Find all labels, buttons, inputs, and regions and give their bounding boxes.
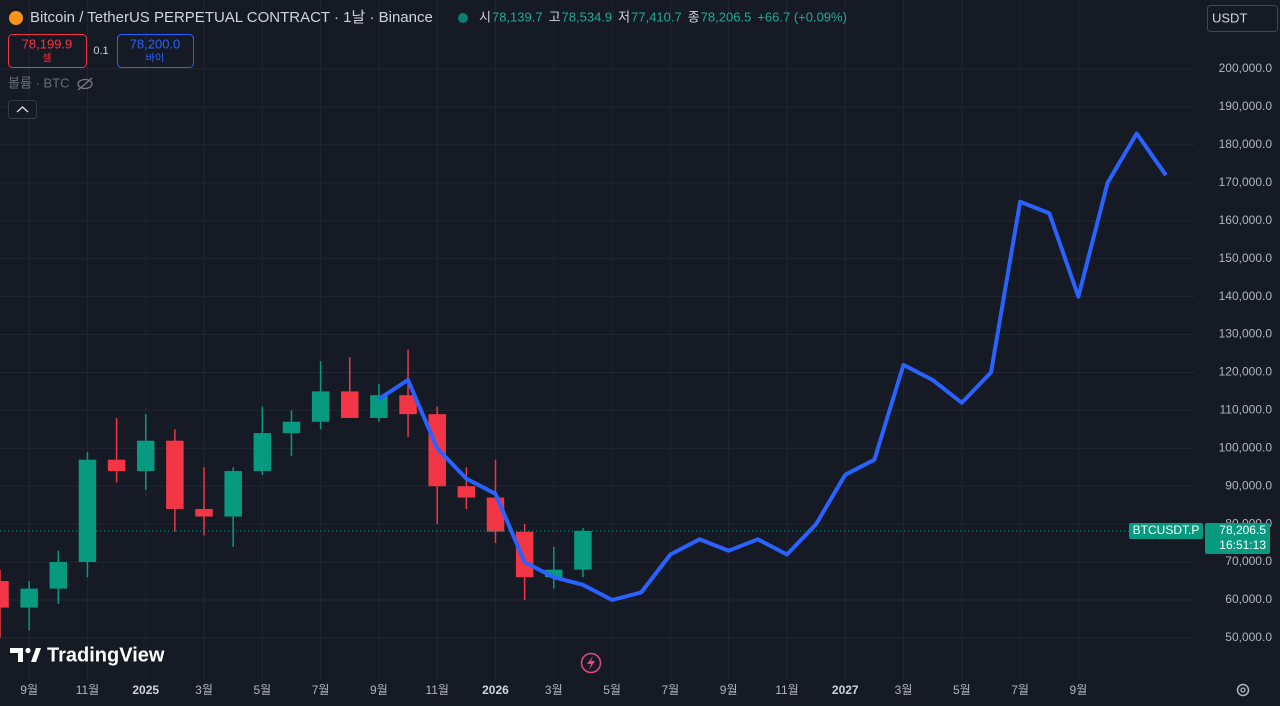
x-tick-label: 3월 [895, 683, 913, 697]
candle-body [49, 562, 68, 589]
sell-button[interactable] [8, 34, 87, 68]
chevron [16, 105, 29, 113]
buy-button[interactable] [117, 34, 194, 68]
collapse-button[interactable] [8, 100, 37, 119]
x-tick-label: 9월 [20, 683, 38, 697]
x-tick-label: 5월 [603, 683, 621, 697]
candle-body [515, 531, 534, 578]
x-tick-label: 3월 [195, 683, 213, 697]
candle-body [253, 433, 272, 472]
x-tick-label: 2026 [482, 683, 509, 697]
x-tick-label: 2025 [132, 683, 159, 697]
y-tick-label: 200,000.0 [1219, 61, 1273, 75]
symbol-label: BTCUSDT.P [1133, 523, 1200, 537]
candle-body [195, 508, 213, 517]
currency-dropdown[interactable] [1207, 5, 1278, 32]
x-tick-label: 5월 [253, 683, 271, 697]
x-tick-label: 7월 [662, 683, 680, 697]
ohlc-text: 종 [688, 9, 700, 24]
quantity: 0.1 [93, 45, 108, 57]
y-tick-label: 100,000.0 [1219, 440, 1273, 454]
grid [0, 0, 1195, 680]
chart-title: Bitcoin / TetherUS PERPETUAL CONTRACT · … [30, 9, 433, 26]
y-tick-label: 60,000.0 [1225, 592, 1272, 606]
candle-body [78, 459, 97, 563]
coin-icon [9, 11, 23, 25]
hide-icon[interactable] [77, 77, 93, 91]
candle-body [574, 530, 592, 570]
candle-body [0, 581, 9, 608]
buy-price: 78,200.0 [130, 36, 181, 51]
volume-label: 볼륨 · BTC [8, 75, 69, 90]
symbol-tag [1129, 522, 1203, 539]
candle-body [20, 588, 38, 608]
lightning-icon[interactable] [580, 652, 602, 674]
brand: TradingView [47, 644, 165, 666]
x-tick-label: 7월 [312, 683, 330, 697]
candle-body [136, 440, 155, 472]
y-tick-label: 190,000.0 [1219, 99, 1273, 113]
candle-body [166, 440, 184, 509]
buy-label: 바이 [146, 53, 164, 65]
status-dot [458, 13, 468, 23]
last-price-label: 78,206.5 [1219, 523, 1266, 537]
projection-line [377, 131, 1168, 602]
x-tick-label: 9월 [370, 683, 388, 697]
y-tick-label: 160,000.0 [1219, 213, 1273, 227]
ohlc-text: +66.7 (+0.09%) [757, 9, 847, 24]
x-tick-label: 11월 [775, 683, 799, 697]
candle-body [341, 391, 359, 418]
ohlc-text: 77,410.7 [631, 9, 682, 24]
x-tick-label: 11월 [76, 683, 100, 697]
x-tick-label: 9월 [720, 683, 738, 697]
y-tick-label: 70,000.0 [1225, 554, 1272, 568]
y-tick-label: 120,000.0 [1219, 365, 1273, 379]
ohlc-text: 시 [479, 9, 491, 24]
candle-body [224, 471, 242, 517]
x-tick-label: 2027 [832, 683, 859, 697]
y-tick-label: 110,000.0 [1220, 403, 1273, 417]
candle-body [282, 421, 301, 434]
ohlc-row: 시 78,139.7 고 78,534.9 저 77,410.7 종 78,206.5 +66.… [479, 9, 847, 24]
y-tick-label: 180,000.0 [1219, 137, 1273, 151]
y-tick-label: 90,000.0 [1225, 478, 1272, 492]
currency: USDT [1212, 10, 1247, 25]
candle-body [399, 395, 417, 415]
sell-price: 78,199.9 [22, 36, 73, 51]
x-tick-label: 9월 [1070, 683, 1088, 697]
candle-body [107, 459, 126, 472]
ohlc-text: 78,534.9 [562, 9, 613, 24]
candle-body [311, 391, 330, 422]
candle-body [370, 395, 388, 418]
x-tick-label: 5월 [953, 683, 971, 697]
ohlc-text: 고 [549, 9, 561, 24]
candle-body [486, 497, 505, 532]
candle-body [457, 486, 476, 498]
y-tick-label: 170,000.0 [1219, 175, 1273, 189]
sell-label: 셀 [42, 53, 51, 65]
y-tick-label: 130,000.0 [1219, 327, 1273, 341]
x-tick-label: 3월 [545, 683, 563, 697]
ohlc-text: 78,206.5 [701, 9, 752, 24]
y-tick-label: 50,000.0 [1225, 630, 1272, 644]
countdown: 16:51:13 [1219, 538, 1266, 552]
y-tick-label: 150,000.0 [1219, 251, 1273, 265]
x-tick-label: 11월 [425, 683, 449, 697]
brand-logo [10, 647, 41, 662]
plot [0, 131, 1195, 638]
ohlc-text: 저 [618, 9, 630, 24]
ohlc-text: 78,139.7 [492, 9, 543, 24]
price-tag [1205, 522, 1270, 554]
x-tick-label: 7월 [1011, 683, 1029, 697]
settings-icon[interactable] [1236, 683, 1250, 697]
candle-body [545, 569, 563, 578]
y-tick-label: 140,000.0 [1219, 289, 1273, 303]
